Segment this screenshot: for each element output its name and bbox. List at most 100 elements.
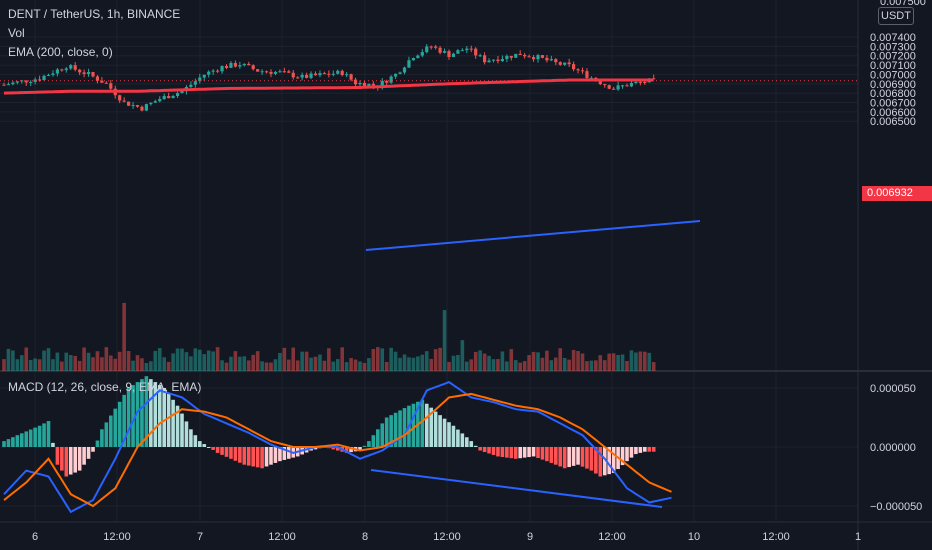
macd-histogram-bar <box>358 447 362 451</box>
volume-bar <box>518 362 522 371</box>
volume-bar <box>242 356 247 371</box>
support-trendline[interactable] <box>365 220 701 251</box>
candle-body <box>309 73 313 78</box>
candle-body <box>500 59 504 62</box>
macd-trendline[interactable] <box>370 469 663 508</box>
macd-legend[interactable]: MACD (12, 26, close, 9, EMA, EMA) <box>8 380 202 394</box>
volume-bar <box>447 361 451 371</box>
volume-bar <box>251 354 255 371</box>
time-axis[interactable]: 6 12:00 7 12:00 8 12:00 9 12:00 10 12:00 1 <box>32 531 861 543</box>
macd-histogram-bar <box>629 447 634 458</box>
volume-bar <box>211 351 215 371</box>
macd-histogram-bar <box>264 447 269 467</box>
macd-histogram-bar <box>344 447 349 453</box>
volume-bar <box>465 361 469 371</box>
candle-body <box>207 71 211 75</box>
macd-histogram-bar <box>224 447 229 457</box>
macd-histogram-bar <box>211 447 215 450</box>
ema-legend[interactable]: EMA (200, close, 0) <box>8 45 113 59</box>
volume-bar <box>144 362 149 371</box>
macd-tick-label: 0.000050 <box>870 383 916 395</box>
candle-body <box>318 73 322 76</box>
macd-histogram-bar <box>634 447 638 455</box>
candle-body <box>73 65 77 70</box>
candle-body <box>322 73 326 75</box>
last-price-badge: 0.006932 <box>862 186 932 201</box>
candle-body <box>371 83 375 86</box>
volume-bar <box>634 352 638 371</box>
volume-bar <box>362 362 367 371</box>
candle-body <box>425 46 429 53</box>
volume-bar <box>304 351 309 371</box>
macd-histogram-bar <box>647 447 652 452</box>
ema-200-line <box>3 78 654 95</box>
time-tick-label: 12:00 <box>598 531 626 543</box>
macd-histogram-bar <box>567 447 571 468</box>
volume-bar <box>162 357 166 371</box>
volume-bar <box>264 362 269 371</box>
volume-bar <box>238 356 242 371</box>
macd-histogram-bar <box>135 382 140 447</box>
volume-bar <box>625 361 629 371</box>
macd-histogram-bar <box>206 447 211 448</box>
candle-body <box>6 84 11 86</box>
volume-legend[interactable]: Vol <box>8 26 25 40</box>
price-tick-label: 0.006500 <box>870 116 916 128</box>
volume-bar <box>46 348 51 371</box>
macd-histogram-bar <box>140 379 144 447</box>
currency-unit-badge[interactable]: USDT <box>878 7 914 25</box>
macd-histogram-bar <box>20 433 24 447</box>
macd-histogram-bar <box>500 447 505 458</box>
macd-axis[interactable]: 0.000050 0.000000 −0.000050 <box>870 383 922 513</box>
candle-body <box>523 54 527 57</box>
candle-body <box>643 81 647 83</box>
volume-bar <box>300 351 304 371</box>
volume-bar <box>15 359 20 371</box>
volume-bar <box>580 353 585 371</box>
macd-histogram-bar <box>469 441 474 447</box>
volume-bar <box>549 360 554 371</box>
candle-body <box>380 80 384 88</box>
volume-bar <box>420 354 425 371</box>
volume-bar <box>371 349 376 371</box>
macd-histogram-bar <box>60 447 64 471</box>
candle-body <box>438 47 442 53</box>
macd-histogram-bar <box>447 422 451 447</box>
candle-body <box>612 88 616 90</box>
macd-histogram-bar <box>162 388 166 447</box>
volume-bar <box>33 358 37 371</box>
volume-bar <box>594 360 598 371</box>
candle-body <box>572 64 576 70</box>
candle-body <box>465 48 469 51</box>
candle-body <box>55 69 59 74</box>
volume-bar <box>527 355 531 371</box>
macd-histogram-bar <box>482 447 487 453</box>
volume-bar <box>131 360 135 371</box>
macd-histogram-bar <box>24 431 29 447</box>
macd-histogram-bar <box>33 427 37 447</box>
volume-bar <box>496 359 500 371</box>
price-axis[interactable]: 0.0074000.0073000.0072000.0071000.007000… <box>870 0 926 128</box>
macd-histogram-bar <box>456 429 460 447</box>
volume-bar <box>456 355 460 371</box>
candle-body <box>60 69 64 71</box>
candle-body <box>434 46 438 48</box>
candle-body <box>256 69 260 72</box>
volume-bar <box>576 350 580 371</box>
macd-histogram-bar <box>389 415 393 447</box>
candle-body <box>416 55 420 59</box>
macd-histogram-bar <box>527 447 531 458</box>
macd-histogram-bar <box>109 415 113 447</box>
volume-bar <box>2 359 6 371</box>
macd-histogram-bar <box>393 412 398 447</box>
volume-bar <box>505 361 509 371</box>
symbol-title[interactable]: DENT / TetherUS, 1h, BINANCE <box>8 7 181 21</box>
time-tick-label: 12:00 <box>268 531 296 543</box>
volume-bar <box>607 353 611 371</box>
macd-histogram-bar <box>229 447 233 459</box>
candle-body <box>362 82 367 87</box>
macd-histogram-bar <box>86 447 91 459</box>
volume-bar <box>113 358 118 371</box>
volume-bar <box>166 361 171 371</box>
